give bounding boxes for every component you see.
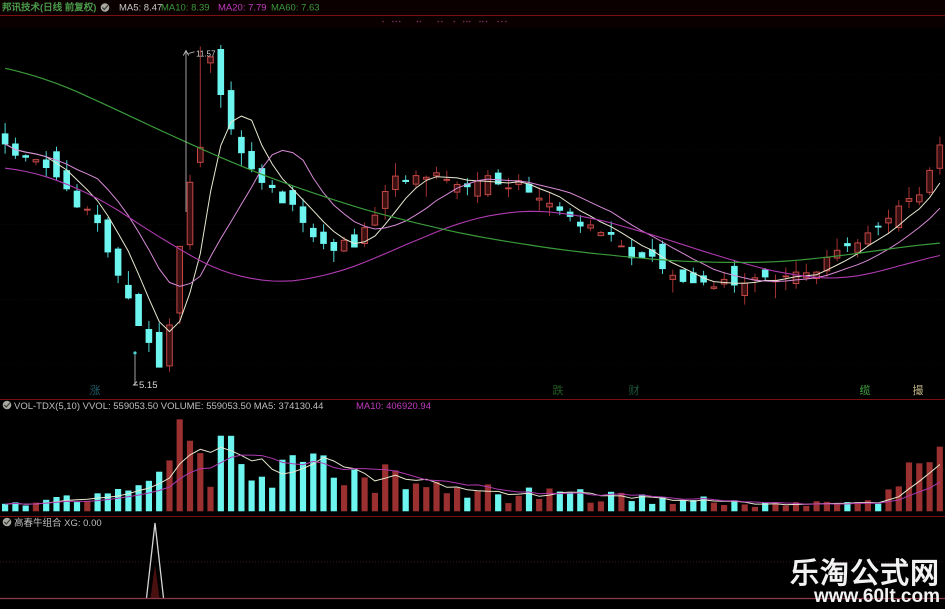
svg-text:MA60: 7.63: MA60: 7.63 xyxy=(271,3,320,14)
svg-text:跌: 跌 xyxy=(553,383,564,397)
svg-text:缆: 缆 xyxy=(860,384,871,397)
svg-text:MA5: 8.47: MA5: 8.47 xyxy=(119,3,162,14)
svg-text:5.15: 5.15 xyxy=(139,380,158,391)
svg-text:涨: 涨 xyxy=(90,384,101,397)
svg-text:财: 财 xyxy=(629,383,640,397)
svg-text:www.60lt.com: www.60lt.com xyxy=(813,586,940,607)
svg-text:撮: 撮 xyxy=(913,383,924,397)
svg-text:高春牛组合 XG: 0.00: 高春牛组合 XG: 0.00 xyxy=(14,517,102,529)
svg-text:11.57: 11.57 xyxy=(196,50,216,59)
svg-text:MA10: 8.39: MA10: 8.39 xyxy=(161,3,210,14)
svg-text:MA10: 406920.94: MA10: 406920.94 xyxy=(356,401,431,412)
svg-text:VOL-TDX(5,10) VVOL: 559053.50: VOL-TDX(5,10) VVOL: 559053.50 VOLUME: 55… xyxy=(14,401,323,412)
svg-text:MA20: 7.79: MA20: 7.79 xyxy=(218,3,267,14)
svg-text:邦讯技术(日线 前复权): 邦讯技术(日线 前复权) xyxy=(2,2,96,14)
